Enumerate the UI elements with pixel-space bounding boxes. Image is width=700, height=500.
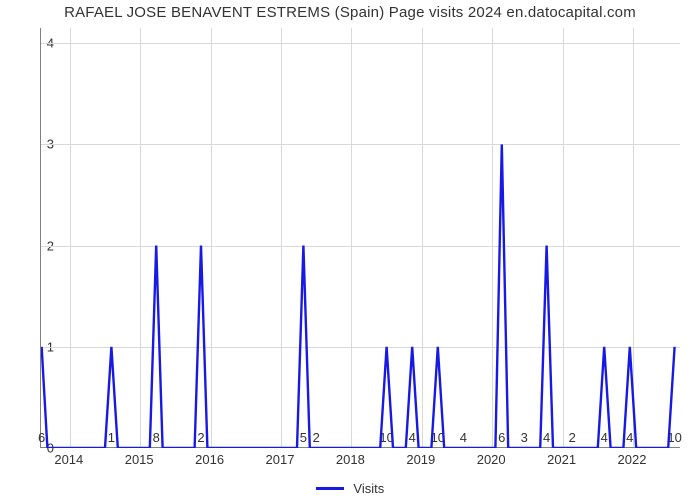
- xtick-label: 2021: [547, 452, 576, 467]
- xtick-label: 2020: [477, 452, 506, 467]
- visits-line: [42, 144, 675, 448]
- xtick-label: 2015: [125, 452, 154, 467]
- xtick-label: 2022: [618, 452, 647, 467]
- xtick-label: 2019: [406, 452, 435, 467]
- legend-label: Visits: [353, 481, 384, 496]
- legend: Visits: [0, 480, 700, 496]
- plot-area-wrapper: 61825210410463424410: [40, 28, 680, 448]
- line-series: [41, 28, 681, 448]
- xtick-label: 2014: [54, 452, 83, 467]
- xtick-label: 2018: [336, 452, 365, 467]
- chart-container: RAFAEL JOSE BENAVENT ESTREMS (Spain) Pag…: [0, 0, 700, 500]
- plot-area: 61825210410463424410: [40, 28, 680, 448]
- chart-title: RAFAEL JOSE BENAVENT ESTREMS (Spain) Pag…: [0, 4, 700, 21]
- legend-swatch: [316, 487, 344, 490]
- xtick-label: 2016: [195, 452, 224, 467]
- xtick-label: 2017: [266, 452, 295, 467]
